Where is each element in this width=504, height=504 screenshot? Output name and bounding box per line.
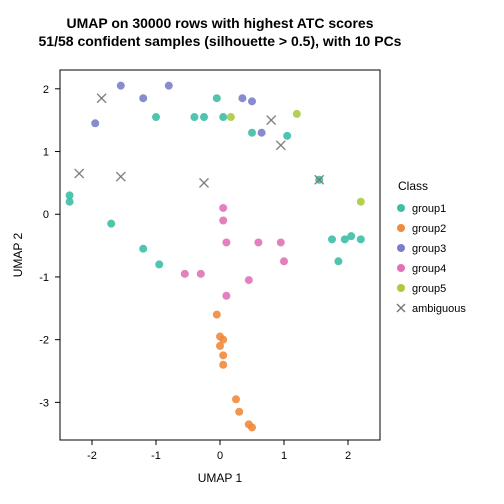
data-point [222,238,230,246]
data-point [227,113,235,121]
data-point [219,113,227,121]
data-point [248,423,256,431]
legend-swatch [397,224,405,232]
y-tick-label: -2 [39,335,49,347]
data-point [219,361,227,369]
data-point [213,311,221,319]
y-tick-label: 0 [43,209,49,221]
data-point [165,82,173,90]
data-point [347,232,355,240]
legend-label: group3 [412,243,446,255]
data-point [232,395,240,403]
y-tick-label: -3 [39,397,49,409]
data-point [222,292,230,300]
data-point [181,270,189,278]
data-point [91,119,99,127]
data-point [245,276,253,284]
y-axis-label: UMAP 2 [11,232,25,277]
data-point [219,217,227,225]
data-point [219,351,227,359]
x-tick-label: -2 [87,450,97,462]
data-point [238,94,246,102]
x-tick-label: 1 [281,450,287,462]
data-point [254,238,262,246]
data-point [152,113,160,121]
title-line1: UMAP on 30000 rows with highest ATC scor… [66,15,373,31]
data-point [357,235,365,243]
data-point [213,94,221,102]
data-point [248,97,256,105]
data-point [293,110,301,118]
data-point [280,257,288,265]
legend-label: group5 [412,283,446,295]
data-point [334,257,342,265]
data-point [216,342,224,350]
data-point [117,82,125,90]
data-point [283,132,291,140]
data-point [277,238,285,246]
data-point [235,408,243,416]
data-point [139,94,147,102]
legend-label: group1 [412,203,446,215]
legend-label: group2 [412,223,446,235]
legend-swatch [397,244,405,252]
legend-swatch [397,204,405,212]
data-point [107,220,115,228]
y-tick-label: -1 [39,272,49,284]
legend-label: group4 [412,263,446,275]
x-tick-label: 2 [345,450,351,462]
x-tick-label: 0 [217,450,223,462]
x-axis-label: UMAP 1 [198,471,243,485]
legend-label: ambiguous [412,303,466,315]
data-point [66,191,74,199]
legend-title: Class [398,179,428,193]
x-tick-label: -1 [151,450,161,462]
data-point [328,235,336,243]
data-point [190,113,198,121]
data-point [197,270,205,278]
data-point [219,204,227,212]
data-point [139,245,147,253]
title-line2: 51/58 confident samples (silhouette > 0.… [39,33,402,49]
data-point [248,129,256,137]
data-point [155,260,163,268]
data-point [258,129,266,137]
legend-swatch [397,264,405,272]
data-point [357,198,365,206]
data-point [200,113,208,121]
y-tick-label: 2 [43,84,49,96]
y-tick-label: 1 [43,147,49,159]
legend-swatch [397,284,405,292]
